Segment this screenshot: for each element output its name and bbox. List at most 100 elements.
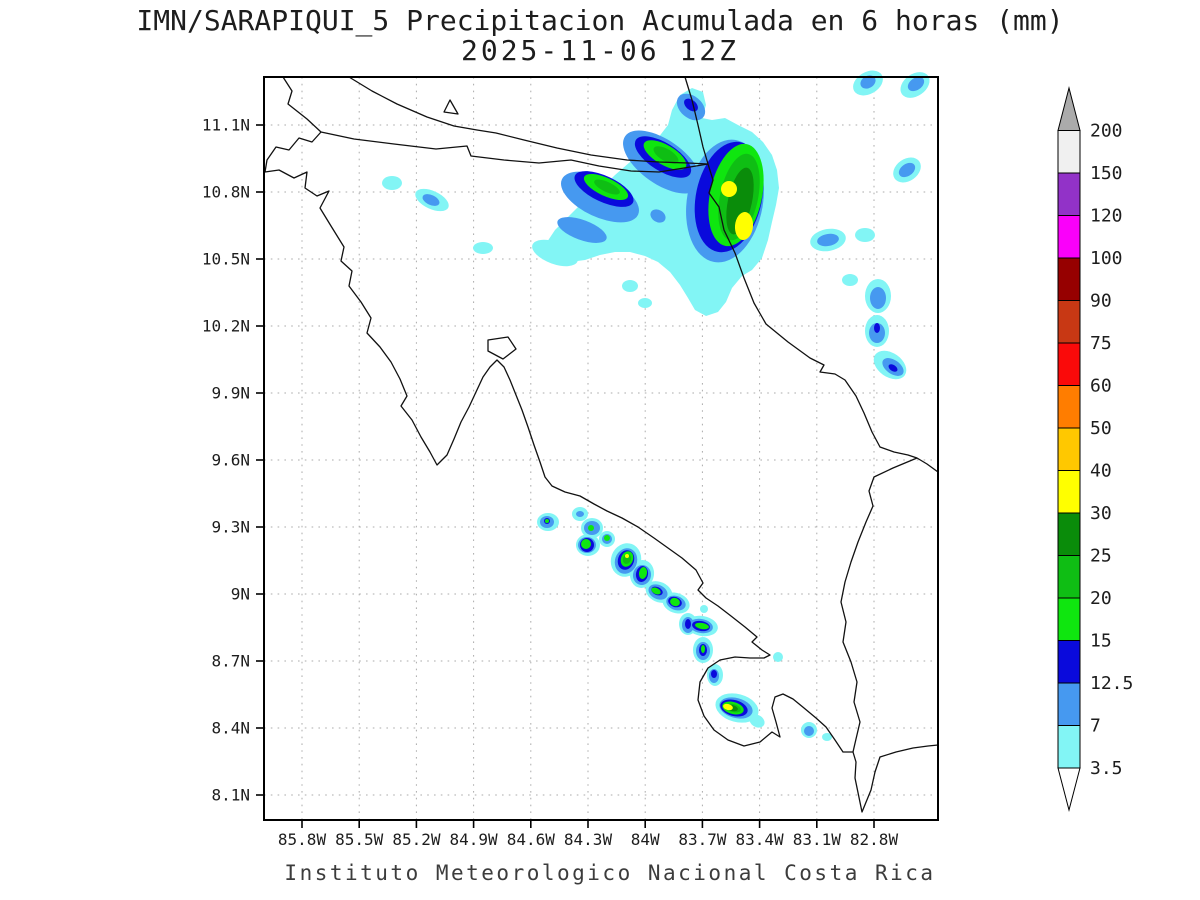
precip-cell-cyan [532, 239, 578, 267]
colorbar-level-label: 7 [1090, 716, 1101, 737]
precip-cell-g15 [651, 587, 661, 595]
pacific-coast [264, 131, 939, 813]
colorbar-level-label: 50 [1090, 418, 1112, 439]
x-tick-label: 83.1W [793, 830, 842, 849]
colorbar-segment [1057, 300, 1081, 344]
precip-cell-g15 [670, 597, 680, 607]
precip-cell-g15 [701, 645, 705, 653]
x-tick-label: 84W [631, 830, 660, 849]
x-tick-label: 85.5W [335, 830, 384, 849]
colorbar-level-label: 90 [1090, 291, 1112, 312]
x-tick-label: 84.3W [564, 830, 613, 849]
x-tick-label: 83.4W [736, 830, 785, 849]
colorbar-segment [1057, 427, 1081, 471]
colorbar-level-label: 20 [1090, 588, 1112, 609]
precip-cell-dblue [685, 619, 691, 629]
precip-cell-cyan [382, 176, 402, 190]
chira-island [487, 336, 517, 360]
precip-cell-yel [723, 703, 733, 711]
colorbar-level-label: 12.5 [1090, 673, 1133, 694]
costa-rica-panama-border [840, 457, 918, 753]
map-plot: 85.8W 85.5W 85.2W 84.9W 84.6W 84.3W 84W 83.7W 83… [202, 70, 939, 849]
precip-cell-g20 [594, 179, 620, 195]
precip-cell-blue [907, 76, 925, 92]
colorbar-segment [1057, 470, 1081, 514]
coastlines [264, 76, 939, 813]
y-tick-label: 9N [231, 585, 250, 604]
y-tick-label: 8.7N [211, 652, 250, 671]
colorbar-level-label: 15 [1090, 631, 1112, 652]
x-tick-label: 82.8W [850, 830, 899, 849]
precip-cell-g15 [545, 519, 549, 523]
axis-ticks [256, 124, 875, 828]
colorbar-level-label: 75 [1090, 333, 1112, 354]
precip-cell-cyan [749, 714, 765, 728]
precip-cell-g15 [604, 535, 610, 541]
y-tick-label: 9.9N [211, 384, 250, 403]
precip-cell-blue [650, 209, 666, 223]
axis-labels: 85.8W 85.5W 85.2W 84.9W 84.6W 84.3W 84W 83.7W 83… [202, 116, 899, 850]
precip-cell-dblue [888, 364, 898, 372]
precip-cell-cyan [622, 280, 638, 292]
precip-cell-blue [817, 233, 839, 247]
colorbar-segment [1057, 172, 1081, 216]
plot-subtitle: 2025-11-06 12Z [460, 34, 739, 67]
y-tick-label: 8.4N [211, 719, 250, 738]
colorbar-level-label: 40 [1090, 461, 1112, 482]
colorbar-segment [1057, 725, 1081, 769]
precip-cell-yel [734, 212, 754, 240]
y-tick-label: 10.5N [202, 250, 250, 269]
y-tick-label: 9.3N [211, 518, 250, 537]
precip-cell-cyan [473, 242, 493, 254]
precip-cell-yel [721, 181, 737, 197]
colorbar-segment [1057, 257, 1081, 301]
colorbar-labels: 3.5 7 12.5 15 20 25 30 40 50 60 75 90 100 120 150 200 [1090, 121, 1133, 780]
nicaragua-pacific-coast [282, 76, 322, 133]
x-tick-label: 83.7W [678, 830, 727, 849]
colorbar-level-label: 100 [1090, 248, 1123, 269]
colorbar-segment [1057, 597, 1081, 641]
costa-rica-nicaragua-border [320, 131, 709, 173]
plot-frame [263, 76, 939, 821]
precip-cell-dblue [711, 670, 717, 678]
precip-cell-cyan [822, 733, 832, 741]
precip-cell-cyan [638, 298, 652, 308]
precip-cell-blue [870, 287, 886, 309]
y-tick-label: 9.6N [211, 451, 250, 470]
precip-cell-dblue [874, 323, 880, 333]
colorbar-segment [1057, 342, 1081, 386]
colorbar: 3.5 7 12.5 15 20 25 30 40 50 60 75 90 100 120 150 200 [1057, 86, 1133, 812]
colorbar-segment [1057, 512, 1081, 556]
precip-cell-blue [898, 162, 916, 178]
colorbar-segment [1057, 130, 1081, 174]
colorbar-segment [1057, 682, 1081, 726]
colorbar-segment [1057, 555, 1081, 599]
colorbar-over-arrow [1057, 86, 1081, 131]
map-frame [263, 76, 939, 821]
precip-cell-cyan [842, 274, 858, 286]
y-tick-label: 10.8N [202, 183, 250, 202]
precip-cell-g15 [695, 622, 709, 630]
x-tick-label: 85.8W [278, 830, 327, 849]
colorbar-segment [1057, 215, 1081, 259]
plot-title: IMN/SARAPIQUI_5 Precipitacion Acumulada … [136, 4, 1064, 37]
colorbar-level-label: 200 [1090, 121, 1123, 142]
y-tick-label: 10.2N [202, 317, 250, 336]
precip-cell-g20 [622, 554, 632, 564]
colorbar-level-label: 60 [1090, 376, 1112, 397]
y-tick-label: 11.1N [202, 116, 250, 135]
footer-caption: Instituto Meteorologico Nacional Costa R… [284, 861, 936, 885]
precip-cell-blue [422, 194, 440, 206]
precip-cell-blue [576, 511, 584, 517]
precip-cell-blue [860, 75, 876, 89]
lake-island [443, 99, 459, 115]
colorbar-level-label: 30 [1090, 503, 1112, 524]
precip-cell-g15 [588, 525, 594, 531]
x-tick-label: 85.2W [392, 830, 441, 849]
precip-cell-g15 [581, 539, 591, 549]
colorbar-under-arrow [1057, 767, 1081, 812]
precip-cell-cyan [700, 605, 708, 613]
precip-cell-cyan [855, 228, 875, 242]
colorbar-level-label: 120 [1090, 206, 1123, 227]
